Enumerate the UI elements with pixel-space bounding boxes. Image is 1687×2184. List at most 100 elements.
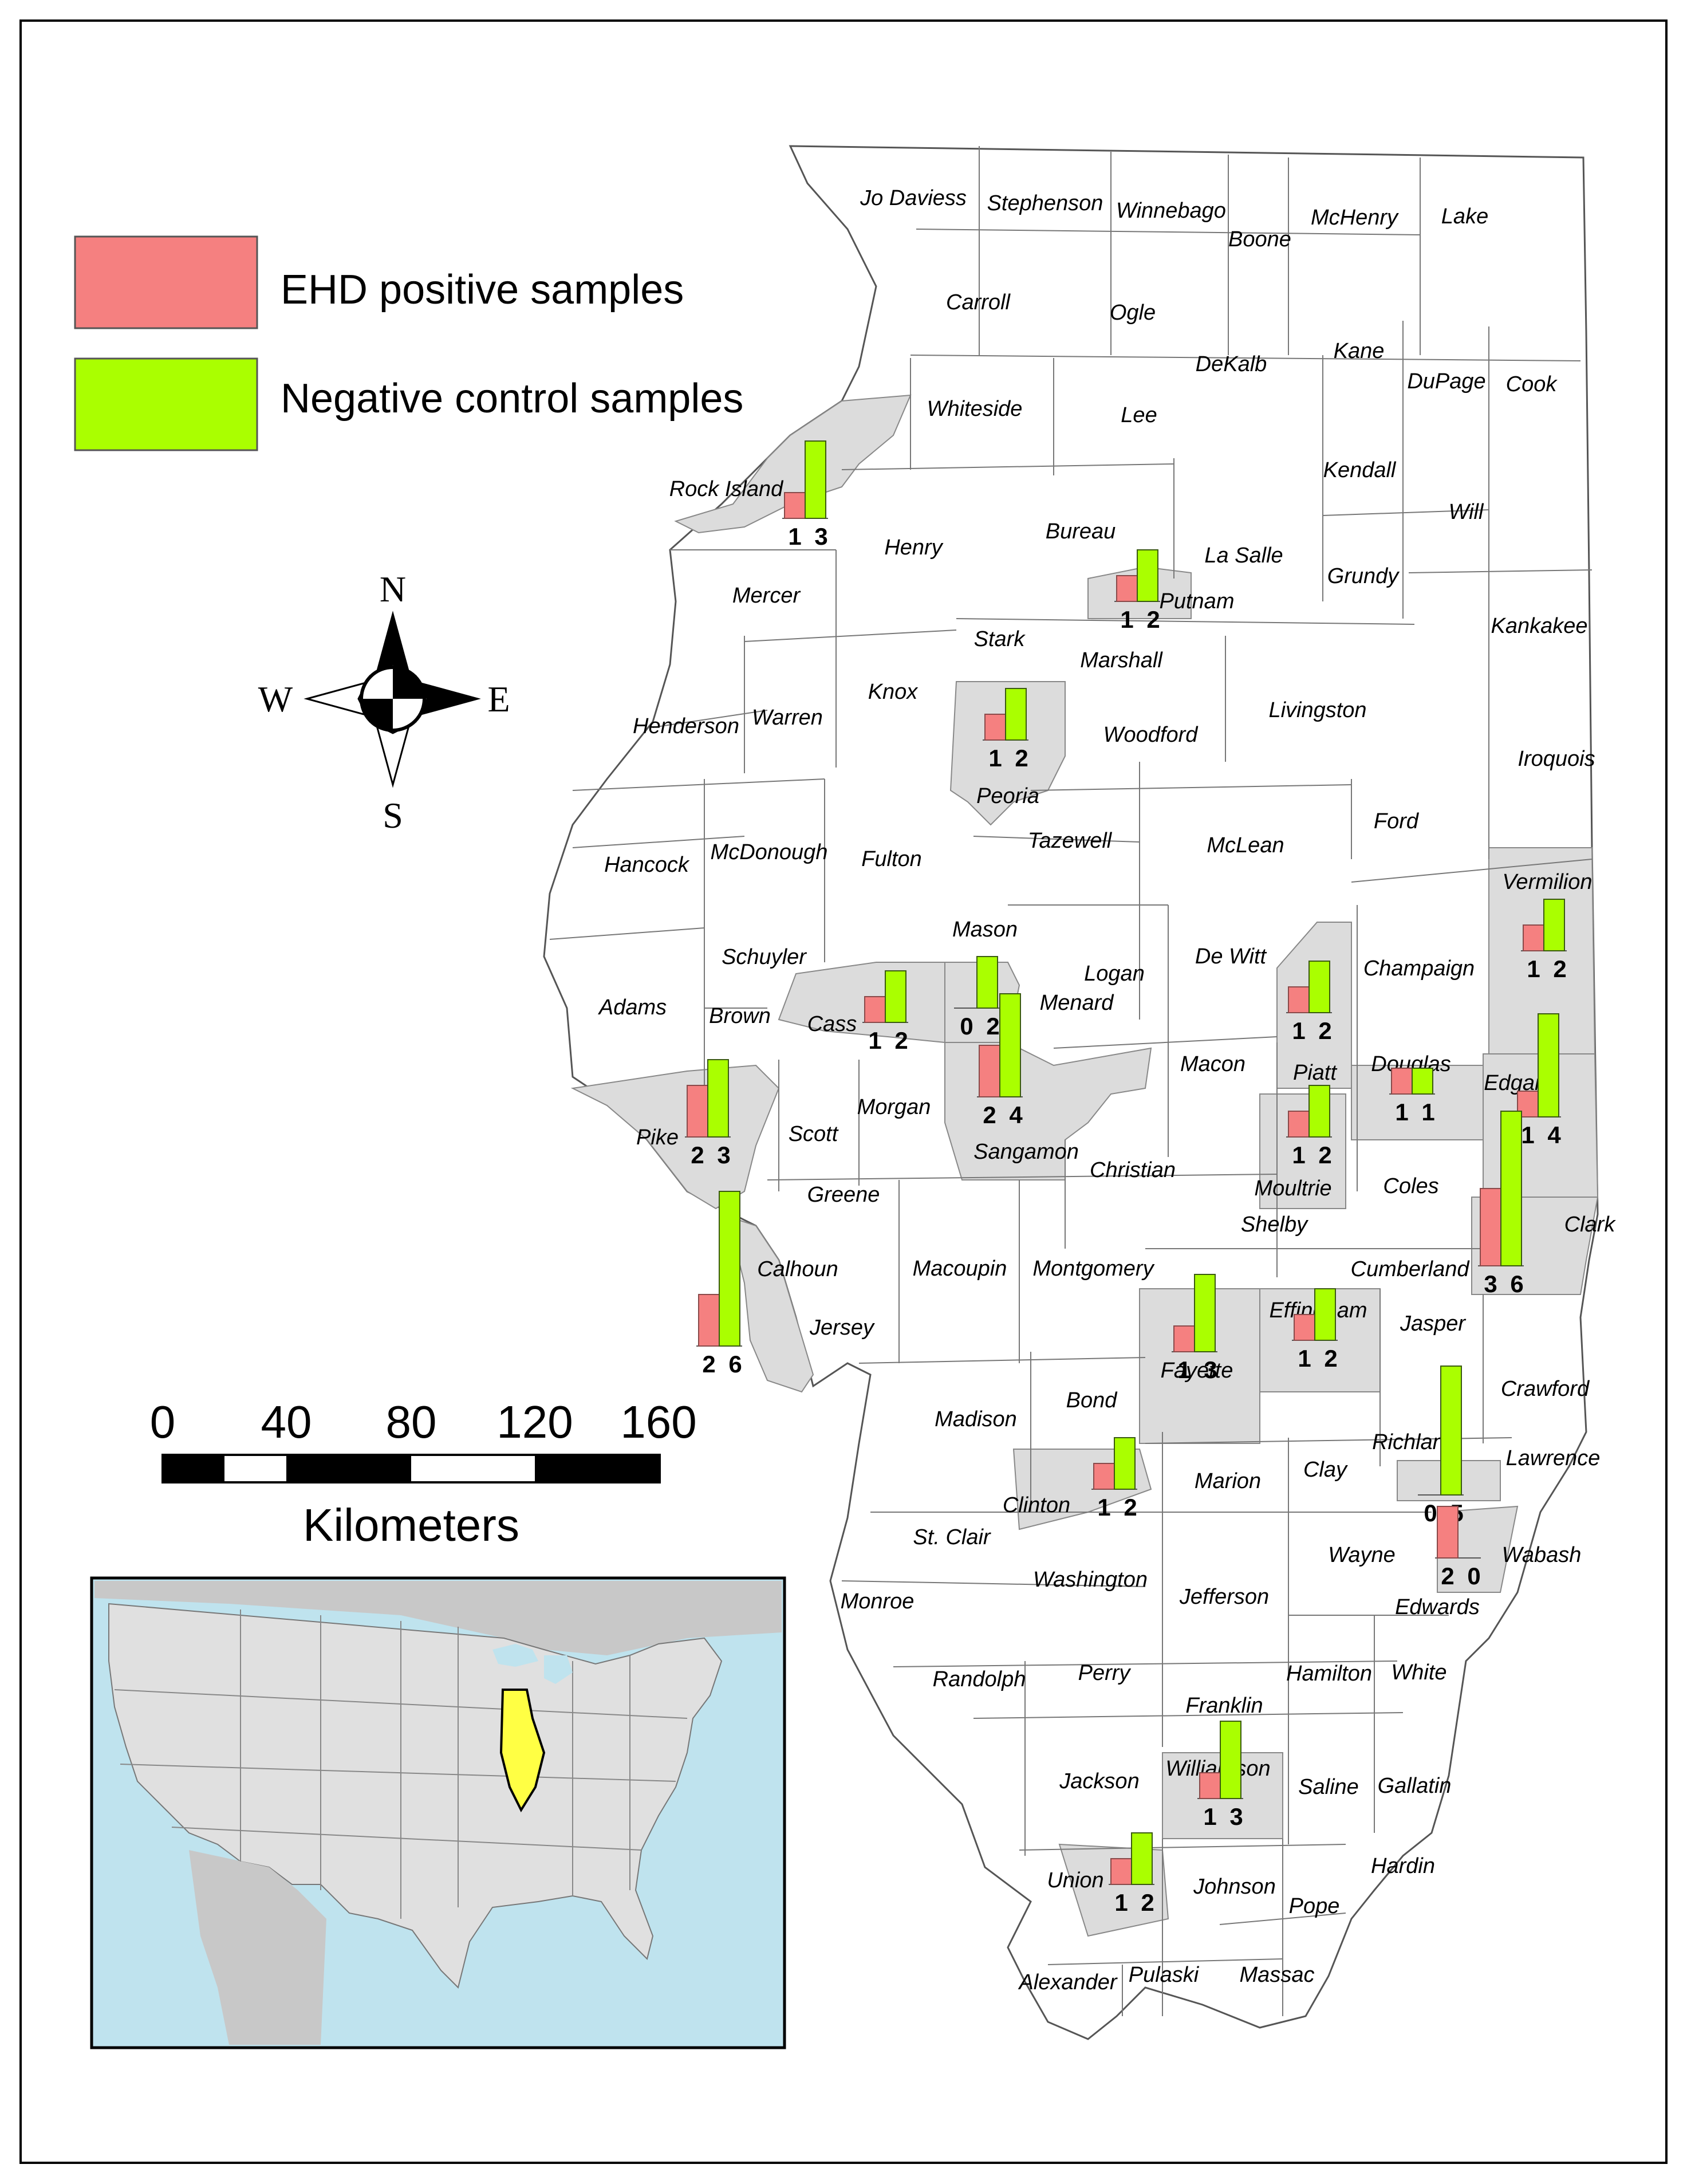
compass-west-label: W	[258, 679, 293, 719]
county-label: Vermilion	[1503, 870, 1593, 894]
county-label: Cass	[807, 1012, 857, 1036]
county-label: Pike	[636, 1126, 679, 1150]
scale-bar: 0 40 80 120 160 Kilometers	[150, 1396, 697, 1551]
compass-east-label: E	[487, 679, 510, 719]
positive-count: 1	[1097, 1494, 1110, 1521]
positive-count: 2	[691, 1142, 704, 1168]
county-label: Crawford	[1501, 1377, 1590, 1401]
positive-bar	[984, 714, 1006, 741]
county-label: Macoupin	[913, 1257, 1007, 1281]
positive-bar	[1199, 1772, 1221, 1799]
county-label: Saline	[1298, 1775, 1359, 1799]
county-label: Jasper	[1400, 1312, 1466, 1336]
negative-bar	[707, 1059, 729, 1138]
county-label: Bond	[1066, 1388, 1118, 1412]
positive-count: 1	[1203, 1803, 1216, 1830]
county-label: Menard	[1040, 991, 1115, 1015]
county-label: Wayne	[1328, 1543, 1396, 1567]
county-label: Peoria	[976, 784, 1039, 808]
county-label: Rock Island	[669, 477, 784, 501]
positive-count: 1	[868, 1027, 881, 1054]
county-label: Mercer	[732, 584, 801, 608]
positive-bar	[1523, 924, 1544, 951]
negative-count: 2	[1146, 606, 1160, 633]
county-label: Pope	[1289, 1894, 1340, 1918]
positive-count: 1	[788, 523, 801, 550]
county-label: Piatt	[1293, 1061, 1337, 1085]
positive-count: 1	[1395, 1099, 1408, 1126]
county-label: Madison	[935, 1407, 1017, 1431]
negative-count: 1	[1421, 1099, 1434, 1126]
county-label: Cook	[1506, 372, 1558, 396]
positive-bar	[1437, 1506, 1459, 1559]
county-label: DuPage	[1407, 369, 1485, 393]
negative-bar	[1543, 899, 1565, 951]
scale-tick-label: 80	[386, 1396, 437, 1447]
county-label: Warren	[752, 706, 823, 730]
negative-bar	[1308, 1085, 1330, 1138]
negative-count: 6	[1510, 1270, 1523, 1297]
county-label: Brown	[709, 1004, 771, 1028]
county-label: Clay	[1303, 1458, 1348, 1482]
county-label: Kankakee	[1491, 614, 1587, 638]
compass-rose: N S E W	[258, 569, 510, 836]
county-label: Edwards	[1395, 1595, 1480, 1619]
scale-tick-label: 160	[620, 1396, 696, 1447]
negative-bar	[1114, 1437, 1136, 1490]
county-label: Livingston	[1268, 698, 1366, 722]
county-label: Boone	[1228, 227, 1291, 251]
negative-count: 3	[1229, 1803, 1243, 1830]
county-label: Lee	[1121, 403, 1157, 427]
positive-bar	[1110, 1858, 1132, 1885]
county-label: Alexander	[1018, 1970, 1117, 1994]
negative-count: 0	[1467, 1563, 1480, 1589]
county-label: De Witt	[1195, 945, 1267, 969]
positive-bar	[784, 492, 806, 519]
negative-bar	[1005, 688, 1027, 741]
positive-count: 1	[988, 745, 1002, 772]
illinois-highlight	[499, 1689, 546, 1813]
negative-count: 2	[1553, 955, 1566, 982]
positive-count: 1	[1292, 1017, 1305, 1044]
county-label: Marshall	[1080, 648, 1163, 672]
positive-count: 1	[1120, 606, 1133, 633]
county-label: Henry	[884, 536, 943, 560]
county-label: Union	[1047, 1868, 1103, 1892]
county-labels: Jo Daviess Stephenson Winnebago Boone Mc…	[598, 186, 1616, 1994]
county-label: McDonough	[711, 840, 828, 864]
negative-bar	[999, 993, 1021, 1097]
negative-bar	[1220, 1721, 1241, 1799]
negative-bar	[1314, 1288, 1336, 1341]
positive-count: 0	[960, 1013, 973, 1040]
positive-count: 1	[1527, 955, 1540, 982]
county-label: Knox	[868, 680, 919, 704]
positive-bar	[1391, 1068, 1413, 1095]
county-label: Shelby	[1241, 1213, 1308, 1237]
county-label: Scott	[789, 1122, 839, 1146]
scale-tick-label: 40	[261, 1396, 312, 1447]
negative-count: 2	[1318, 1017, 1331, 1044]
positive-bar	[698, 1294, 720, 1347]
negative-count: 2	[1141, 1889, 1154, 1916]
county-label: Henderson	[633, 714, 739, 738]
negative-count: 2	[986, 1013, 999, 1040]
county-label: Jersey	[809, 1316, 875, 1340]
sample-marker: 05	[1418, 1366, 1464, 1526]
positive-count: 2	[983, 1101, 996, 1128]
county-label: Morgan	[857, 1095, 931, 1119]
negative-bar	[1137, 549, 1158, 602]
negative-bar	[976, 956, 998, 1009]
positive-bar	[1093, 1463, 1115, 1490]
county-label: Will	[1449, 500, 1484, 524]
county-label: Champaign	[1363, 957, 1475, 981]
sample-bars: 1312121212021224111423123626131205122013…	[685, 440, 1567, 1916]
county-label: Washington	[1033, 1568, 1148, 1592]
